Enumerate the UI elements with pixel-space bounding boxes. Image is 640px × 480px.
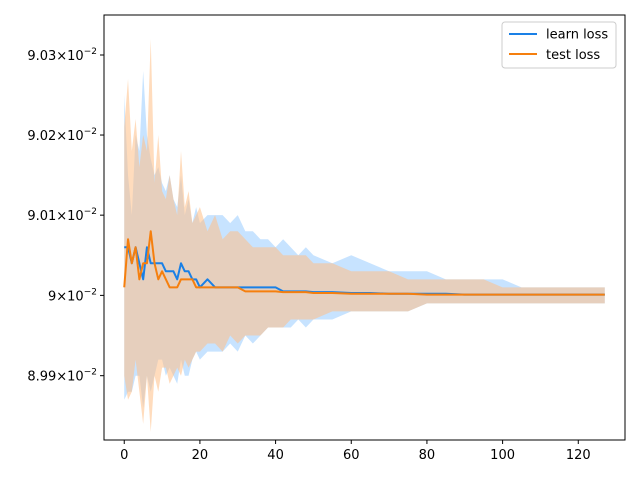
x-tick-label: 100 <box>490 448 515 463</box>
test-loss-line <box>123 230 605 296</box>
x-tick-label: 80 <box>419 448 436 463</box>
series-lines <box>123 230 605 296</box>
y-tick-label: 9.03×10−2 <box>27 47 97 64</box>
x-tick-label: 0 <box>120 448 128 463</box>
legend: learn loss test loss <box>501 21 617 69</box>
y-axis: 8.99×10−2 9×10−2 9.01×10−2 9.02×10−2 9.03×10… <box>27 47 104 385</box>
plot-frame <box>103 14 626 441</box>
y-tick-label: 9.02×10−2 <box>27 127 97 144</box>
x-tick-label: 40 <box>267 448 284 463</box>
confidence-bands <box>124 38 605 432</box>
legend-label-learn-loss: learn loss <box>546 28 608 43</box>
y-tick-label: 9.01×10−2 <box>27 207 97 224</box>
y-tick-label: 9×10−2 <box>48 287 97 304</box>
y-tick-label: 8.99×10−2 <box>27 368 97 385</box>
x-tick-label: 20 <box>192 448 209 463</box>
x-axis: 0 20 40 60 80 100 120 <box>120 440 591 463</box>
test-loss-band <box>124 38 605 432</box>
x-tick-label: 120 <box>566 448 591 463</box>
x-tick-label: 60 <box>343 448 360 463</box>
legend-label-test-loss: test loss <box>546 48 600 63</box>
